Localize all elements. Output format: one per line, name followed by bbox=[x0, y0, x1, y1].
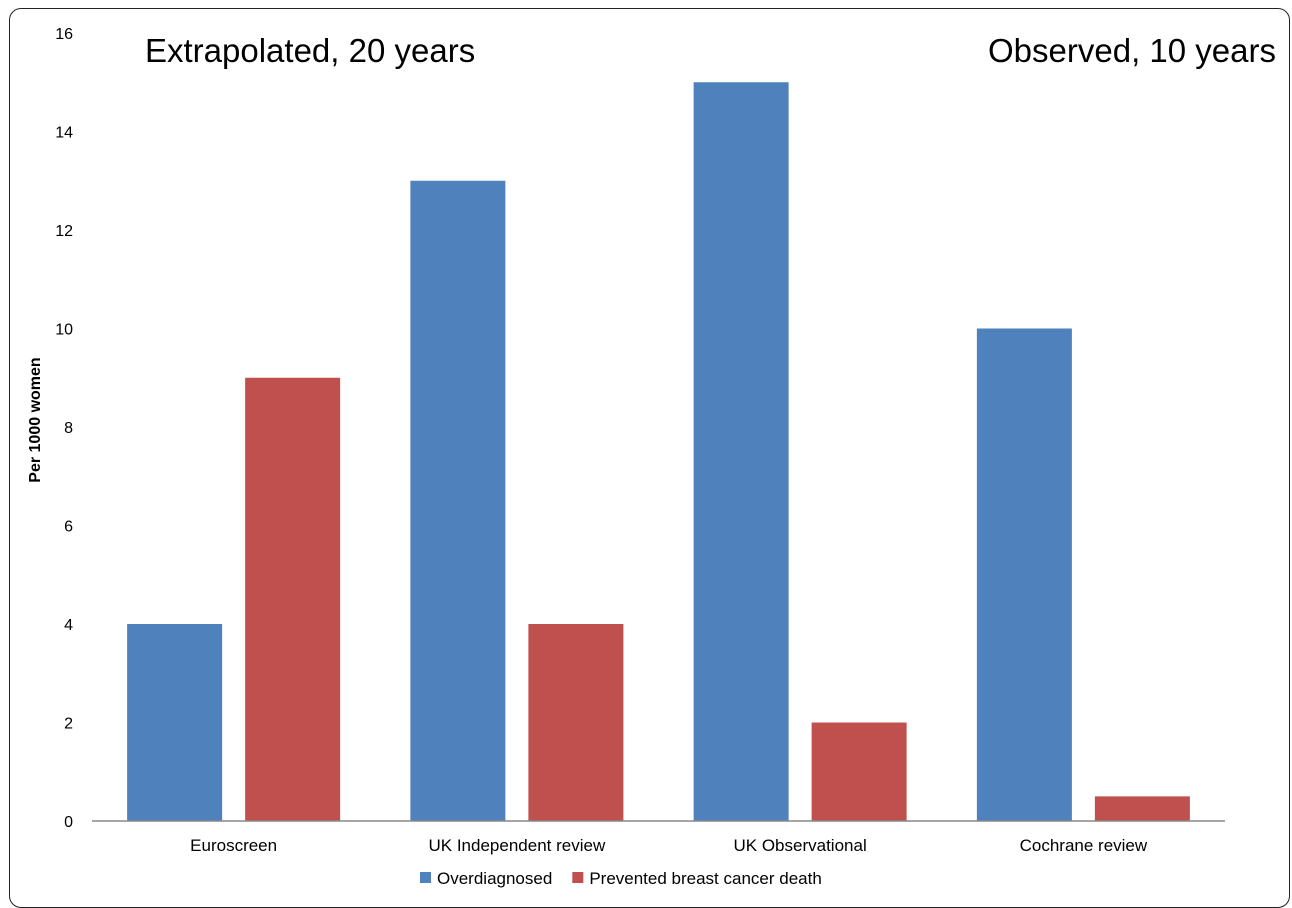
annotation-right: Observed, 10 years bbox=[988, 32, 1276, 69]
x-category-label: UK Observational bbox=[734, 836, 867, 855]
bar-prevented-death bbox=[811, 722, 907, 821]
x-axis-categories: Euroscreen UK Independent review UK Observ… bbox=[190, 836, 1148, 855]
y-tick-label: 2 bbox=[64, 716, 73, 733]
legend-swatch bbox=[420, 872, 431, 883]
y-tick-label: 12 bbox=[55, 223, 73, 240]
legend-swatch bbox=[572, 872, 584, 883]
y-tick-label: 0 bbox=[64, 814, 73, 831]
bar-prevented-death bbox=[245, 377, 341, 821]
legend-label: Prevented breast cancer death bbox=[589, 869, 821, 888]
bar-overdiagnosed bbox=[127, 624, 223, 821]
bar-prevented-death bbox=[528, 624, 624, 821]
annotation-left: Extrapolated, 20 years bbox=[145, 32, 475, 69]
x-category-label: Cochrane review bbox=[1020, 836, 1148, 855]
x-category-label: UK Independent review bbox=[429, 836, 606, 855]
y-tick-label: 16 bbox=[55, 26, 73, 43]
bar-overdiagnosed bbox=[693, 82, 789, 821]
bars bbox=[127, 82, 1190, 821]
y-axis-ticks: 0 2 4 6 8 10 12 14 16 bbox=[55, 26, 73, 831]
bar-overdiagnosed bbox=[976, 328, 1072, 821]
legend-label: Overdiagnosed bbox=[437, 869, 552, 888]
legend: Overdiagnosed Prevented breast cancer dea… bbox=[420, 869, 822, 888]
y-axis-label: Per 1000 women bbox=[27, 357, 44, 482]
y-tick-label: 14 bbox=[55, 125, 73, 142]
x-category-label: Euroscreen bbox=[190, 836, 277, 855]
y-tick-label: 4 bbox=[64, 617, 73, 634]
y-tick-label: 10 bbox=[55, 322, 73, 339]
bar-overdiagnosed bbox=[410, 180, 506, 821]
y-tick-label: 8 bbox=[64, 420, 73, 437]
y-tick-label: 6 bbox=[64, 519, 73, 536]
bar-prevented-death bbox=[1094, 796, 1190, 821]
